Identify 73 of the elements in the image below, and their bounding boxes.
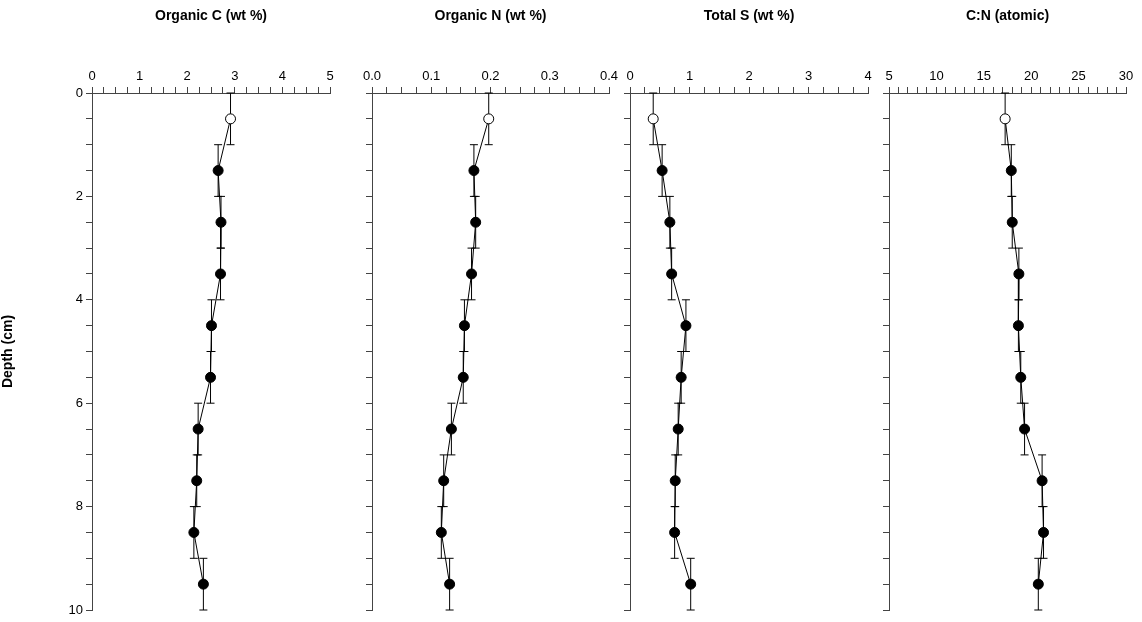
- point: [669, 526, 681, 538]
- point: [468, 165, 480, 177]
- x-axis-title: Organic C (wt %): [154, 7, 268, 24]
- y-tick-label: 8: [75, 498, 83, 514]
- point: [1015, 371, 1027, 383]
- x-tick-label: 0.3: [540, 67, 559, 83]
- point: [205, 371, 217, 383]
- point: [215, 216, 227, 228]
- x-tick-label: 20: [1023, 67, 1039, 83]
- point: [672, 423, 684, 435]
- point: [647, 113, 659, 125]
- point: [438, 475, 450, 487]
- point: [192, 423, 204, 435]
- point: [1013, 268, 1025, 280]
- x-tick-label: 0.1: [422, 67, 441, 83]
- x-tick-label: 1: [135, 67, 144, 83]
- point: [466, 268, 478, 280]
- y-axis-title: Depth (cm): [0, 314, 16, 389]
- point: [1006, 216, 1018, 228]
- point: [457, 371, 469, 383]
- x-tick-label: 5: [885, 67, 893, 83]
- point: [685, 578, 697, 590]
- y-tick-label: 6: [75, 394, 83, 410]
- point: [1032, 578, 1044, 590]
- point: [444, 578, 456, 590]
- x-tick-label: 0.0: [362, 67, 382, 83]
- point: [225, 113, 237, 125]
- x-tick-label: 4: [864, 67, 872, 83]
- point: [435, 526, 447, 538]
- point: [1038, 526, 1050, 538]
- point: [445, 423, 457, 435]
- point: [666, 268, 678, 280]
- y-tick-label: 4: [75, 291, 83, 307]
- x-tick-label: 4: [278, 67, 287, 83]
- x-axis-title: C:N (atomic): [965, 7, 1050, 24]
- point: [1019, 423, 1031, 435]
- point: [680, 320, 692, 332]
- point: [470, 216, 482, 228]
- point: [197, 578, 209, 590]
- x-tick-label: 1: [685, 67, 694, 83]
- point: [1036, 475, 1048, 487]
- point: [191, 475, 203, 487]
- x-tick-label: 5: [326, 67, 334, 83]
- point: [458, 320, 470, 332]
- point: [188, 526, 200, 538]
- x-tick-label: 0: [88, 67, 96, 83]
- y-tick-label: 2: [75, 187, 83, 203]
- x-tick-label: 15: [976, 67, 992, 83]
- x-axis-title: Organic N (wt %): [434, 7, 547, 24]
- y-tick-label: 10: [68, 601, 83, 617]
- x-tick-label: 0.2: [481, 67, 500, 83]
- x-axis-title: Total S (wt %): [703, 7, 795, 24]
- point: [669, 475, 681, 487]
- x-tick-label: 0: [626, 67, 634, 83]
- x-tick-label: 0.4: [599, 67, 619, 83]
- point: [483, 113, 495, 125]
- point: [1012, 320, 1024, 332]
- point: [656, 165, 668, 177]
- point: [205, 320, 217, 332]
- point: [212, 165, 224, 177]
- point: [1005, 165, 1017, 177]
- x-tick-label: 2: [745, 67, 753, 83]
- y-tick-label: 0: [75, 84, 83, 100]
- x-tick-label: 25: [1071, 67, 1086, 83]
- x-tick-label: 30: [1118, 67, 1134, 83]
- point: [664, 216, 676, 228]
- x-tick-label: 10: [929, 67, 944, 83]
- x-tick-label: 3: [231, 67, 239, 83]
- point: [999, 113, 1011, 125]
- point: [675, 371, 687, 383]
- point: [215, 268, 227, 280]
- x-tick-label: 3: [804, 67, 813, 83]
- x-tick-label: 2: [183, 67, 191, 83]
